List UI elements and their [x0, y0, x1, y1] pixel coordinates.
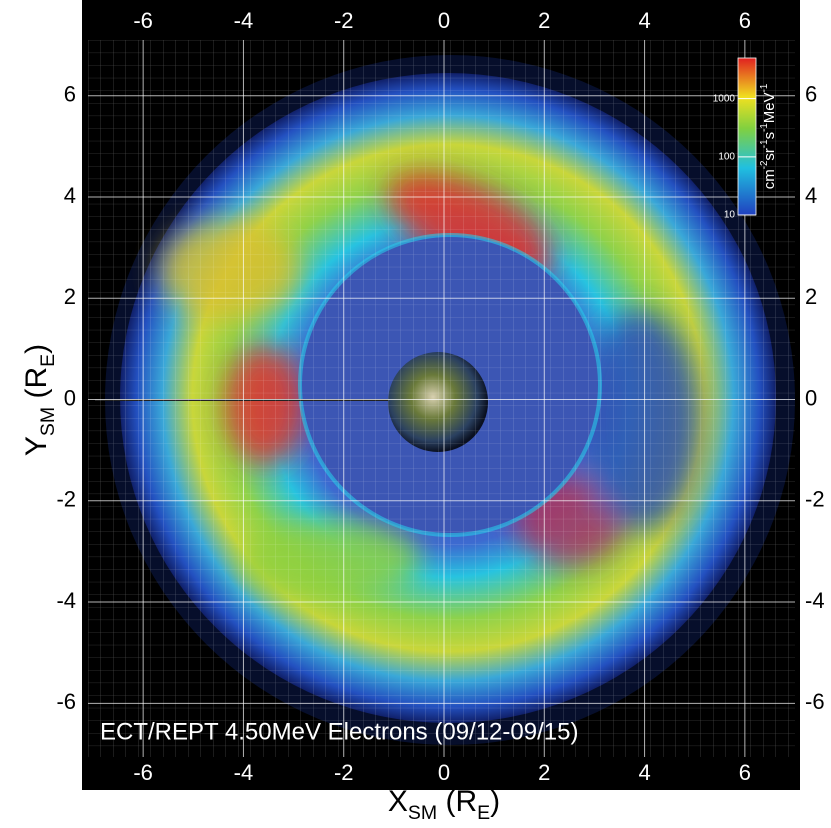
y-tick-label: 0 — [64, 385, 76, 410]
label-part: (R — [20, 367, 53, 407]
y-tick-label: 2 — [805, 284, 817, 309]
x-tick-label: -4 — [234, 760, 254, 785]
y-tick-label: -2 — [56, 487, 76, 512]
x-tick-label: 0 — [438, 8, 450, 33]
x-tick-label: -2 — [334, 8, 354, 33]
colorbar-label: cm-2sr-1s-1MeV-1 — [759, 84, 778, 190]
label-part: E — [37, 354, 59, 367]
label-part: E — [477, 802, 490, 823]
x-tick-label: -6 — [133, 8, 153, 33]
annotation: ECT/REPT 4.50MeV Electrons (09/12-09/15) — [100, 718, 578, 745]
chart: -6 -6 -4 -4 -2 -2 0 0 2 2 4 4 6 6 -6 -6 -4 -4 -2 -2 0 0 2 2 4 4 6 6… — [0, 0, 831, 823]
x-tick-label: 4 — [638, 8, 650, 33]
colorbar-tick-label: 10 — [724, 210, 736, 221]
colorbar-tick-label: 1000 — [713, 93, 736, 104]
label-part: SM — [408, 802, 437, 823]
label-part: -1 — [759, 84, 770, 93]
x-tick-label: 4 — [638, 760, 650, 785]
label-part: s — [761, 132, 778, 140]
x-tick-label: 6 — [739, 8, 751, 33]
label-part: -1 — [759, 123, 770, 132]
y-tick-label: 4 — [805, 183, 817, 208]
y-tick-label: 6 — [805, 82, 817, 107]
y-axis-label: YSM (RE) — [20, 344, 59, 456]
label-part: sr — [761, 148, 778, 161]
x-tick-label: 0 — [438, 760, 450, 785]
x-tick-label: -4 — [234, 8, 254, 33]
label-part: ) — [20, 344, 53, 354]
y-tick-label: -4 — [805, 588, 825, 613]
label-part: (R — [437, 785, 477, 818]
x-tick-label: -2 — [334, 760, 354, 785]
x-tick-label: 6 — [739, 760, 751, 785]
y-tick-label: 0 — [805, 385, 817, 410]
label-part: -1 — [759, 139, 770, 148]
label-part: MeV — [761, 92, 778, 123]
label-part: SM — [37, 407, 59, 436]
x-axis-label: XSM (RE) — [388, 785, 500, 823]
label-part: Y — [20, 436, 53, 456]
y-tick-label: -6 — [56, 689, 76, 714]
x-tick-label: 2 — [538, 8, 550, 33]
radiation-belt-image — [88, 40, 795, 757]
y-tick-label: 6 — [64, 82, 76, 107]
y-tick-label: 2 — [64, 284, 76, 309]
label-part: -2 — [759, 161, 770, 170]
colorbar-tick-label: 100 — [718, 151, 735, 162]
y-tick-label: -2 — [805, 487, 825, 512]
x-tick-label: 2 — [538, 760, 550, 785]
label-part: ) — [490, 785, 500, 818]
x-tick-label: -6 — [133, 760, 153, 785]
colorbar-scale — [738, 58, 756, 215]
label-part: X — [388, 785, 408, 818]
y-tick-label: 4 — [64, 183, 76, 208]
y-tick-label: -4 — [56, 588, 76, 613]
y-tick-label: -6 — [805, 689, 825, 714]
label-part: cm — [761, 169, 778, 189]
